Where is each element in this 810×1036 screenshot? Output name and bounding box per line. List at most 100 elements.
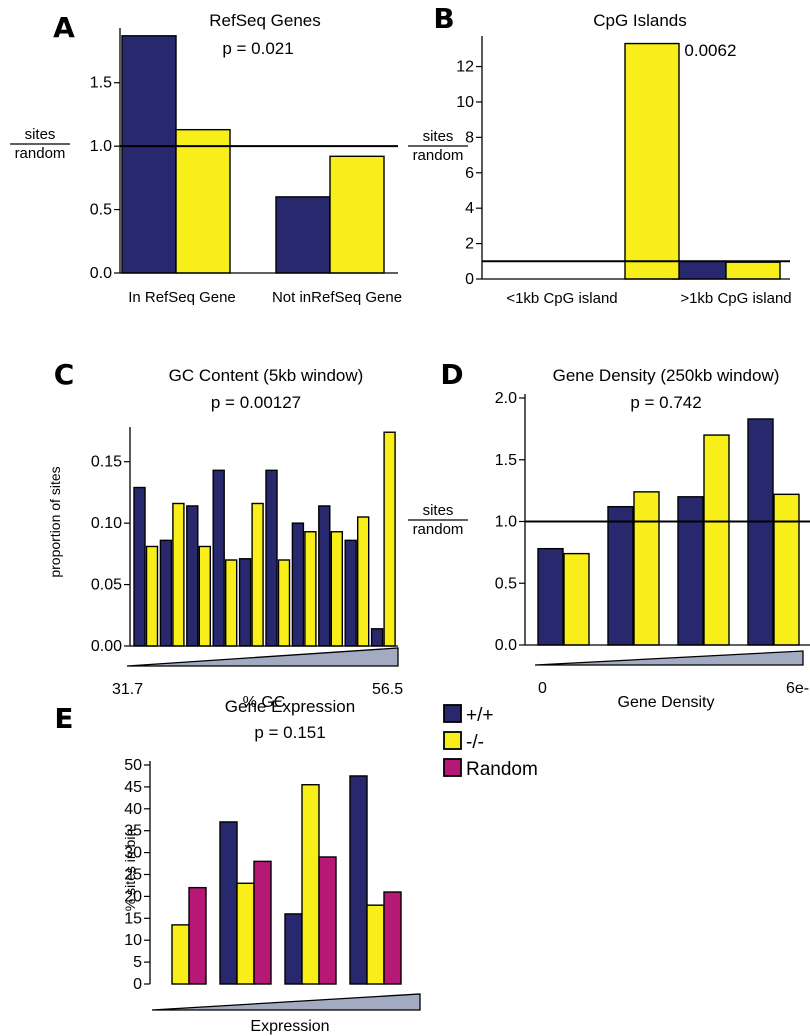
chart-title: Gene Expression: [225, 697, 355, 716]
y-tick-label: 6: [465, 165, 474, 182]
panel-a: A RefSeq Genes p = 0.021 0.0 0.5 1.0 1.5 sites r…: [10, 11, 402, 306]
legend-swatch-1: [443, 704, 462, 723]
y-tick-label: 0.15: [91, 454, 122, 471]
bar-series-1-6: [265, 469, 278, 647]
bar-series-2-10: [383, 431, 396, 647]
bar-series-1-2: [159, 539, 173, 647]
chart-title: Gene Density (250kb window): [553, 366, 780, 385]
x-range-max-label: 56.5: [372, 681, 403, 698]
y-label-denominator: random: [413, 147, 464, 164]
y-axis-label: % sites in bin: [122, 829, 138, 911]
y-tick-label: 0.10: [91, 515, 122, 532]
y-tick-label: 30: [124, 845, 142, 862]
bar-series-2-6: [277, 559, 291, 647]
y-tick-label: 15: [124, 910, 142, 927]
bar-series-1-8: [318, 505, 331, 647]
y-tick-label: 20: [124, 888, 142, 905]
legend-label: Random: [466, 759, 538, 780]
legend-label: +/+: [466, 705, 493, 726]
y-label-numerator: sites: [423, 502, 454, 519]
bar-series-1-1: [133, 486, 146, 647]
y-tick-label: 0.5: [495, 575, 517, 592]
y-tick-label: 8: [465, 129, 474, 146]
bar-series-1-10: [370, 628, 384, 647]
y-tick-label: 45: [124, 779, 142, 796]
y-tick-label: 0.05: [91, 577, 122, 594]
legend-swatch-3: [443, 758, 462, 777]
p-value: p = 0.021: [222, 39, 293, 58]
y-ticks: 0.00 0.05 0.10 0.15: [91, 454, 130, 655]
bar-Random-2: [253, 860, 272, 985]
bar-series-1-2: [607, 505, 634, 646]
bar-series-1-7: [291, 522, 305, 647]
y-tick-label: 1.5: [495, 452, 517, 469]
y-tick-label: 10: [456, 94, 474, 111]
x-axis-label: Gene Density: [618, 694, 715, 711]
chart-title: CpG Islands: [593, 11, 687, 30]
y-ticks: 0 2 4 6 8 10 12: [456, 59, 482, 288]
chart-title: RefSeq Genes: [209, 11, 321, 30]
bar-series-1-3: [677, 496, 704, 646]
legend: +/+ -/- Random: [443, 704, 538, 780]
bar-+/+-2: [219, 821, 238, 985]
bar-series-2->1kb CpG island: [725, 261, 781, 280]
p-value: p = 0.742: [630, 393, 701, 412]
bar-series-2-4: [224, 559, 238, 647]
legend-label: -/-: [466, 732, 484, 753]
bar-series-2-In RefSeq Gene: [175, 128, 231, 274]
bar-series-1-In RefSeq Gene: [121, 35, 177, 274]
bar-series-2-3: [198, 545, 212, 647]
y-tick-label: 25: [124, 867, 142, 884]
y-label-numerator: sites: [423, 128, 454, 145]
y-axis-label: sites random: [10, 126, 70, 162]
bar--/--3: [301, 784, 320, 985]
x-axis-label: % GC: [243, 694, 286, 711]
y-tick-label: 10: [124, 932, 142, 949]
y-tick-label: 0.0: [495, 637, 517, 654]
y-tick-label: 0.0: [90, 265, 112, 282]
p-value: p = 0.151: [254, 723, 325, 742]
bar-series-1->1kb CpG island: [671, 260, 727, 280]
bars: [624, 42, 781, 280]
bar--/--4: [366, 904, 385, 985]
gradient-wedge: [534, 650, 804, 666]
bar-Random-4: [383, 891, 402, 985]
y-ticks: 0 5 10 15 20 25 30 35 40 45 50: [124, 757, 150, 993]
chart-title: GC Content (5kb window): [169, 366, 364, 385]
bar-series-1-4: [747, 418, 774, 646]
y-tick-label: 0: [133, 976, 142, 993]
bar--/--1: [171, 924, 190, 985]
bar-series-2-7: [304, 531, 317, 647]
panel-letter: A: [53, 11, 75, 44]
bar-series-2-4: [773, 493, 800, 646]
y-label-denominator: random: [413, 521, 464, 538]
x-category-label: In RefSeq Gene: [128, 289, 236, 306]
y-ticks: 0.0 0.5 1.0 1.5: [90, 75, 120, 282]
y-tick-label: 0: [465, 271, 474, 288]
y-tick-label: 1.5: [90, 75, 112, 92]
bar-series-2-9: [357, 516, 370, 647]
y-tick-label: 35: [124, 823, 142, 840]
bars: [133, 431, 396, 647]
y-tick-label: 1.0: [90, 138, 112, 155]
gradient-wedge: [151, 993, 421, 1011]
panel-letter: B: [433, 2, 454, 35]
panel-c: C GC Content (5kb window)p = 0.001270.000…: [47, 358, 403, 711]
bar-+/+-4: [349, 775, 368, 985]
y-axis-label: sites random: [408, 502, 468, 538]
y-tick-label: 40: [124, 801, 142, 818]
bar-series-1-3: [186, 505, 199, 647]
y-tick-label: 12: [456, 59, 474, 76]
y-tick-label: 0.00: [91, 638, 122, 655]
bar-series-1-4: [212, 469, 225, 647]
bar-series-2-1: [145, 545, 159, 647]
legend-swatch-2: [443, 731, 462, 750]
gradient-wedge: [126, 647, 399, 667]
bars: [121, 35, 385, 274]
y-tick-label: 4: [465, 200, 474, 217]
panel-letter: C: [54, 358, 75, 391]
bar-Random-3: [318, 856, 337, 985]
y-tick-label: 5: [133, 954, 142, 971]
